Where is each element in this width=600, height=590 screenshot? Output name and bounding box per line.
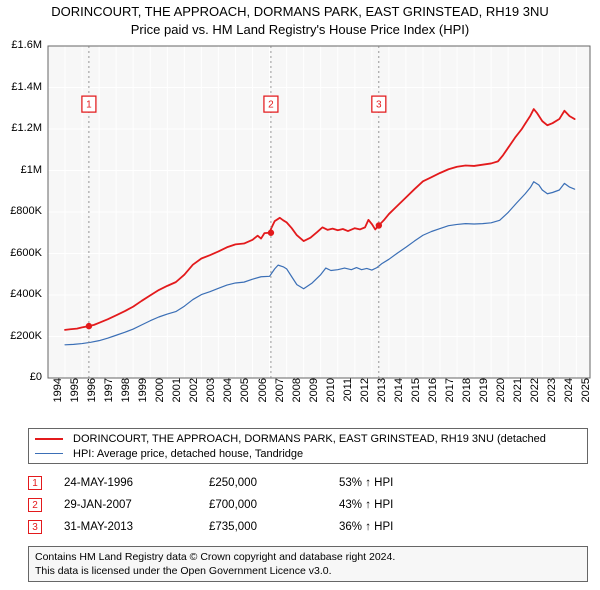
x-tick-label: 2015: [410, 378, 422, 418]
x-tick-label: 2011: [342, 378, 354, 418]
attribution-box: Contains HM Land Registry data © Crown c…: [28, 546, 588, 582]
x-tick-label: 2014: [393, 378, 405, 418]
legend-row-property: DORINCOURT, THE APPROACH, DORMANS PARK, …: [35, 431, 581, 446]
x-tick-label: 2002: [188, 378, 200, 418]
x-tick-label: 2000: [154, 378, 166, 418]
x-tick-label: 2021: [512, 378, 524, 418]
x-tick-label: 2006: [257, 378, 269, 418]
x-tick-label: 2016: [427, 378, 439, 418]
event-row: 3 31-MAY-2013£735,00036% ↑ HPI: [28, 516, 588, 538]
legend-label-property: DORINCOURT, THE APPROACH, DORMANS PARK, …: [73, 433, 546, 445]
x-tick-label: 2017: [444, 378, 456, 418]
x-tick-label: 2010: [325, 378, 337, 418]
x-tick-label: 1997: [103, 378, 115, 418]
y-tick-label: £600K: [0, 247, 42, 259]
x-tick-label: 2019: [478, 378, 490, 418]
legend: DORINCOURT, THE APPROACH, DORMANS PARK, …: [28, 428, 588, 464]
title-line-1: DORINCOURT, THE APPROACH, DORMANS PARK, …: [0, 3, 600, 21]
legend-row-hpi: HPI: Average price, detached house, Tand…: [35, 446, 581, 461]
svg-text:3: 3: [376, 100, 382, 111]
chart-title: DORINCOURT, THE APPROACH, DORMANS PARK, …: [0, 0, 600, 38]
x-tick-label: 2012: [359, 378, 371, 418]
event-row: 1 24-MAY-1996£250,00053% ↑ HPI: [28, 472, 588, 494]
y-tick-label: £200K: [0, 330, 42, 342]
x-tick-label: 2022: [529, 378, 541, 418]
x-tick-label: 2013: [376, 378, 388, 418]
x-tick-label: 2023: [546, 378, 558, 418]
svg-text:1: 1: [86, 100, 92, 111]
event-date: 24-MAY-1996: [64, 477, 209, 489]
y-tick-label: £0: [0, 371, 42, 383]
x-tick-label: 2007: [274, 378, 286, 418]
x-tick-label: 2001: [171, 378, 183, 418]
event-date: 29-JAN-2007: [64, 499, 209, 511]
event-price: £250,000: [209, 477, 339, 489]
x-tick-label: 2004: [222, 378, 234, 418]
y-tick-label: £1.4M: [0, 81, 42, 93]
event-marker: 3: [28, 520, 42, 534]
legend-label-hpi: HPI: Average price, detached house, Tand…: [73, 448, 303, 460]
chart-svg: 1 2 3: [0, 40, 600, 420]
x-tick-label: 2008: [291, 378, 303, 418]
x-tick-label: 2003: [205, 378, 217, 418]
svg-text:2: 2: [268, 100, 274, 111]
x-tick-label: 2009: [308, 378, 320, 418]
y-tick-label: £1M: [0, 164, 42, 176]
x-tick-label: 1996: [86, 378, 98, 418]
event-price: £700,000: [209, 499, 339, 511]
attribution-line-2: This data is licensed under the Open Gov…: [35, 564, 581, 578]
x-tick-label: 2024: [563, 378, 575, 418]
legend-swatch-hpi: [35, 453, 63, 454]
x-tick-label: 1994: [52, 378, 64, 418]
y-tick-label: £800K: [0, 205, 42, 217]
x-tick-label: 2020: [495, 378, 507, 418]
event-marker: 1: [28, 476, 42, 490]
x-tick-label: 1998: [120, 378, 132, 418]
x-tick-label: 2025: [580, 378, 592, 418]
events-table: 1 24-MAY-1996£250,00053% ↑ HPI 2 29-JAN-200…: [28, 472, 588, 538]
event-marker: 2: [28, 498, 42, 512]
x-tick-label: 2005: [239, 378, 251, 418]
y-tick-label: £1.6M: [0, 39, 42, 51]
legend-swatch-property: [35, 438, 63, 440]
title-line-2: Price paid vs. HM Land Registry's House …: [0, 21, 600, 39]
chart-area: 1 2 3 £0 £200K £400K £600K £800K £1M £1.2M £1.4M £…: [0, 40, 600, 420]
event-hpi: 36% ↑ HPI: [339, 521, 393, 533]
x-tick-label: 2018: [461, 378, 473, 418]
event-hpi: 53% ↑ HPI: [339, 477, 393, 489]
x-tick-label: 1995: [69, 378, 81, 418]
event-hpi: 43% ↑ HPI: [339, 499, 393, 511]
event-price: £735,000: [209, 521, 339, 533]
chart-container: DORINCOURT, THE APPROACH, DORMANS PARK, …: [0, 0, 600, 590]
attribution-line-1: Contains HM Land Registry data © Crown c…: [35, 550, 581, 564]
y-tick-label: £1.2M: [0, 122, 42, 134]
y-tick-label: £400K: [0, 288, 42, 300]
event-row: 2 29-JAN-2007£700,00043% ↑ HPI: [28, 494, 588, 516]
event-date: 31-MAY-2013: [64, 521, 209, 533]
x-tick-label: 1999: [137, 378, 149, 418]
